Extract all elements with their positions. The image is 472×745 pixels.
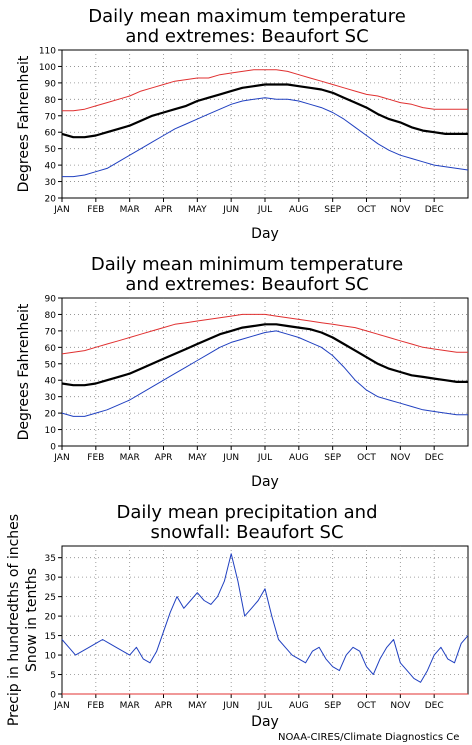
- y-tick-label: 0: [50, 691, 56, 701]
- x-tick-label: FEB: [87, 205, 104, 215]
- y-tick-label: 70: [45, 327, 57, 337]
- series-line-2: [61, 330, 468, 417]
- series-line-0: [61, 553, 469, 683]
- x-tick-label: MAR: [120, 453, 140, 463]
- x-axis-label: Day: [251, 474, 279, 490]
- x-tick-label: SEP: [324, 701, 341, 711]
- y-tick-label: 80: [45, 96, 57, 106]
- y-tick-label: 110: [39, 47, 56, 57]
- y-tick-label: 10: [45, 652, 57, 662]
- x-tick-label: JUN: [222, 453, 239, 463]
- chart-subtitle: and extremes: Beaufort SC: [125, 274, 368, 295]
- x-tick-label: JUL: [257, 701, 272, 711]
- y-tick-label: 80: [45, 311, 57, 321]
- y-axis-label-secondary: Snow in tenths: [24, 568, 40, 672]
- plot-frame: [61, 49, 469, 199]
- y-axis-label: Degrees Fahrenheit: [16, 303, 32, 440]
- x-axis-label: Day: [251, 226, 279, 242]
- y-tick-label: 100: [39, 63, 56, 73]
- y-tick-label: 30: [45, 574, 57, 584]
- x-tick-label: NOV: [390, 453, 411, 463]
- y-tick-label: 35: [45, 554, 56, 564]
- y-tick-label: 0: [50, 443, 56, 453]
- chart-title: Daily mean maximum temperature: [88, 6, 406, 27]
- y-tick-label: 60: [45, 129, 57, 139]
- x-tick-label: JAN: [53, 701, 69, 711]
- series-line-0: [61, 313, 468, 355]
- x-tick-label: SEP: [324, 205, 341, 215]
- x-tick-label: OCT: [357, 701, 376, 711]
- y-tick-label: 70: [45, 112, 57, 122]
- x-tick-label: OCT: [357, 205, 376, 215]
- y-tick-label: 40: [45, 377, 57, 387]
- x-tick-label: FEB: [87, 453, 104, 463]
- y-tick-label: 10: [45, 426, 57, 436]
- x-tick-label: JUN: [222, 205, 239, 215]
- y-tick-label: 60: [45, 344, 57, 354]
- x-axis-label: Day: [251, 714, 279, 730]
- y-tick-label: 50: [45, 360, 57, 370]
- y-tick-label: 30: [45, 178, 57, 188]
- x-tick-label: JUL: [257, 453, 272, 463]
- y-tick-label: 25: [45, 593, 56, 603]
- y-tick-label: 40: [45, 162, 57, 172]
- y-tick-label: 90: [45, 79, 57, 89]
- chart-subtitle: snowfall: Beaufort SC: [150, 522, 343, 543]
- series-line-1: [61, 83, 468, 139]
- x-tick-label: MAY: [188, 205, 207, 215]
- x-tick-label: DEC: [425, 453, 444, 463]
- x-tick-label: MAR: [120, 205, 140, 215]
- y-axis-label: Degrees Fahrenheit: [16, 55, 32, 192]
- y-tick-label: 20: [45, 410, 57, 420]
- y-tick-label: 5: [50, 671, 56, 681]
- chart-title: Daily mean minimum temperature: [91, 254, 403, 275]
- x-tick-label: APR: [155, 205, 173, 215]
- y-tick-label: 50: [45, 145, 57, 155]
- plot-frame: [61, 545, 469, 695]
- chart-subtitle: and extremes: Beaufort SC: [125, 26, 368, 47]
- x-tick-label: NOV: [390, 701, 411, 711]
- plot-frame: [61, 297, 469, 447]
- y-tick-label: 20: [45, 195, 57, 205]
- credit-text: NOAA-CIRES/Climate Diagnostics Ce: [278, 732, 460, 743]
- chart-title: Daily mean precipitation and: [116, 502, 377, 523]
- x-tick-label: JAN: [53, 453, 69, 463]
- x-tick-label: MAY: [188, 453, 207, 463]
- x-tick-label: AUG: [289, 205, 309, 215]
- x-tick-label: DEC: [425, 701, 444, 711]
- x-tick-label: MAY: [188, 701, 207, 711]
- x-tick-label: AUG: [289, 453, 309, 463]
- y-tick-label: 90: [45, 295, 57, 305]
- x-tick-label: JUN: [222, 701, 239, 711]
- series-line-2: [62, 97, 469, 178]
- x-tick-label: MAR: [120, 701, 140, 711]
- x-tick-label: OCT: [357, 453, 376, 463]
- x-tick-label: FEB: [87, 701, 104, 711]
- y-tick-label: 20: [45, 613, 57, 623]
- y-axis-label: Precip in hundredths of inches: [6, 514, 22, 726]
- x-tick-label: NOV: [390, 205, 411, 215]
- x-tick-label: AUG: [289, 701, 309, 711]
- x-tick-label: SEP: [324, 453, 341, 463]
- x-tick-label: JUL: [257, 205, 272, 215]
- series-line-1: [61, 323, 468, 387]
- series-line-0: [62, 69, 468, 112]
- y-tick-label: 30: [45, 393, 57, 403]
- x-tick-label: APR: [155, 453, 173, 463]
- x-tick-label: JAN: [53, 205, 69, 215]
- x-tick-label: DEC: [425, 205, 444, 215]
- x-tick-label: APR: [155, 701, 173, 711]
- y-tick-label: 15: [45, 632, 56, 642]
